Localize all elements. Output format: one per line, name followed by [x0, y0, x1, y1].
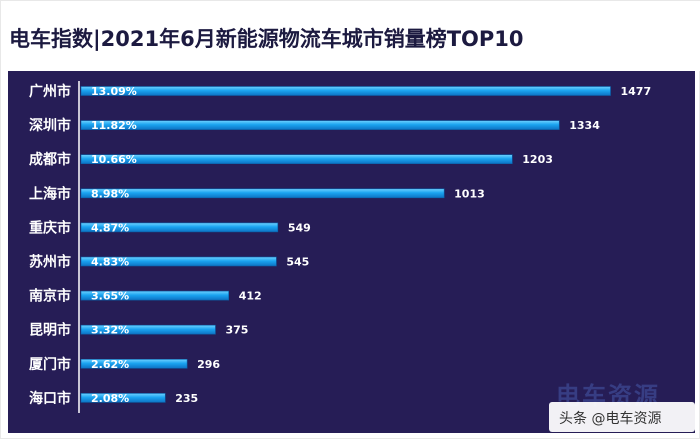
- bar: [80, 120, 560, 130]
- source-credit-text: 头条 @电车资源: [559, 411, 662, 427]
- value-label: 545: [286, 256, 309, 269]
- chart-title: 电车指数|2021年6月新能源物流车城市销量榜TOP10: [9, 27, 524, 51]
- share-label: 4.87%: [91, 221, 129, 234]
- bar: [80, 290, 230, 301]
- value-label: 235: [175, 392, 198, 405]
- share-label: 8.98%: [91, 187, 129, 200]
- value-label: 412: [239, 290, 262, 303]
- category-label: 成都市: [29, 151, 71, 168]
- category-label: 海口市: [29, 390, 71, 407]
- value-label: 1477: [621, 85, 652, 98]
- value-label: 375: [225, 324, 248, 337]
- share-label: 3.65%: [91, 290, 129, 303]
- bar: [80, 393, 166, 403]
- share-label: 3.32%: [91, 324, 129, 337]
- category-label: 重庆市: [29, 219, 71, 236]
- chart-panel: [8, 71, 695, 433]
- category-label: 上海市: [29, 185, 71, 202]
- value-label: 1203: [522, 153, 553, 166]
- share-label: 4.83%: [91, 256, 129, 269]
- category-label: 广州市: [29, 83, 71, 100]
- bar: [80, 324, 216, 335]
- value-label: 1013: [454, 187, 485, 200]
- source-credit: 头条 @电车资源: [549, 402, 695, 432]
- share-label: 10.66%: [91, 153, 137, 166]
- value-label: 549: [288, 221, 311, 234]
- bar: [80, 154, 513, 164]
- category-label: 南京市: [29, 288, 71, 305]
- share-label: 13.09%: [91, 85, 137, 98]
- value-label: 1334: [569, 119, 600, 132]
- bar: [80, 188, 445, 199]
- value-label: 296: [197, 358, 220, 371]
- share-label: 11.82%: [91, 119, 137, 132]
- bar: [80, 86, 611, 96]
- bar: [80, 358, 188, 369]
- category-label: 深圳市: [29, 117, 71, 134]
- bar: [80, 256, 277, 267]
- bar: [80, 222, 279, 233]
- share-label: 2.62%: [91, 358, 129, 371]
- category-label: 厦门市: [29, 356, 71, 373]
- title-bar: 电车指数|2021年6月新能源物流车城市销量榜TOP10: [1, 1, 700, 71]
- category-label: 昆明市: [29, 322, 71, 339]
- share-label: 2.08%: [91, 392, 129, 405]
- category-label: 苏州市: [29, 254, 71, 271]
